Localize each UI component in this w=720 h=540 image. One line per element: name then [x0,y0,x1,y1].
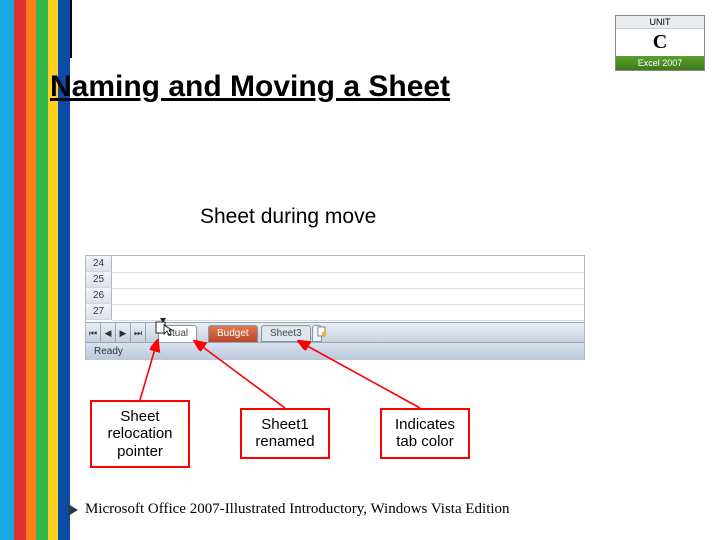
callout-tab-color: Indicates tab color [380,408,470,459]
footer-text: Microsoft Office 2007-Illustrated Introd… [85,501,510,518]
callout-relocation-pointer: Sheet relocation pointer [90,400,190,468]
callout-sheet1-renamed: Sheet1 renamed [240,408,330,459]
bullet-icon [68,504,78,516]
